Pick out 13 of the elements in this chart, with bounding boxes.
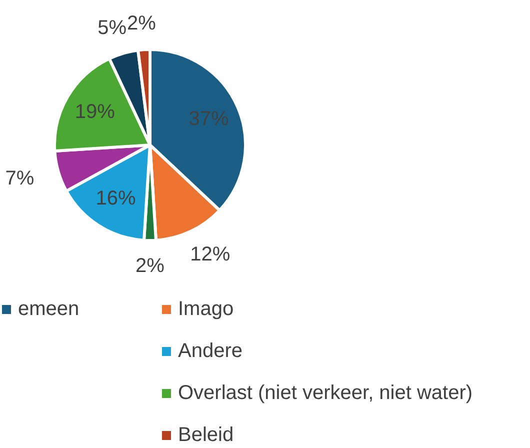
data-label: 5%	[98, 17, 127, 40]
legend-label: Overlast (niet verkeer, niet water)	[178, 382, 473, 404]
data-label: 2%	[136, 254, 165, 277]
data-label: 37%	[188, 108, 229, 130]
legend-label: Andere	[178, 340, 242, 362]
legend-label: Beleid	[178, 424, 234, 446]
legend-label: Imago	[178, 298, 234, 320]
data-label: 16%	[96, 188, 136, 210]
legend-label: emeen	[18, 298, 80, 320]
data-label: 7%	[5, 167, 34, 190]
data-label: 2%	[127, 12, 156, 34]
data-label: 12%	[190, 243, 230, 266]
data-label: 19%	[74, 100, 116, 123]
